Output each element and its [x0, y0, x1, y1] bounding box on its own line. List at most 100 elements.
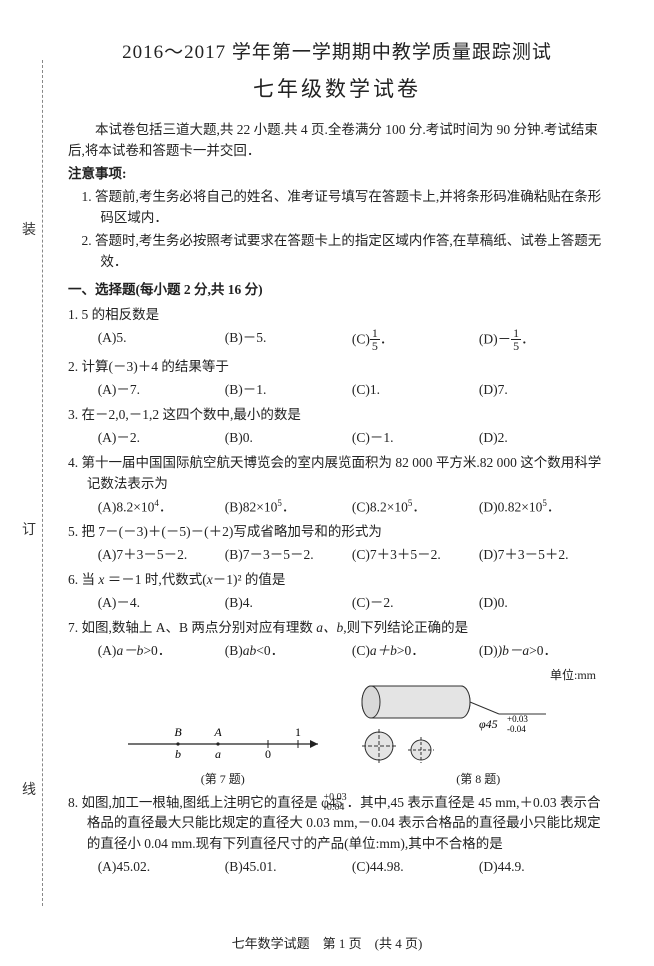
q8-options: (A)45.02. (B)45.01. (C)44.98. (D)44.9. — [68, 857, 606, 878]
notes-list: 1. 答题前,考生务必将自己的姓名、准考证号填写在答题卡上,并将条形码准确粘贴在… — [68, 187, 606, 273]
q1-options: (A)5. (B)－5. (C)15． (D)－15． — [68, 328, 606, 353]
q6-opt-d: (D)0. — [479, 593, 606, 614]
q7-opt-b: (B)ab<0． — [225, 641, 352, 662]
q5-options: (A)7＋3－5－2. (B)7－3－5－2. (C)7＋3＋5－2. (D)7… — [68, 545, 606, 566]
q8-opt-c: (C)44.98. — [352, 857, 479, 878]
q4-opt-c: (C)8.2×105． — [352, 497, 479, 518]
q7-opt-d: (D))b－a>0． — [479, 641, 606, 662]
q2-opt-d: (D)7. — [479, 380, 606, 401]
binding-char-1: 装 — [22, 220, 36, 242]
q3-options: (A)－2. (B)0. (C)－1. (D)2. — [68, 428, 606, 449]
svg-text:0: 0 — [265, 747, 271, 761]
q8-stem: 8. 如图,加工一根轴,图纸上注明它的直径是 φ45+0.03-0.04．其中,… — [68, 793, 606, 856]
q5-opt-a: (A)7＋3－5－2. — [98, 545, 225, 566]
expr: a－b — [116, 643, 143, 658]
q7-opt-a: (A)a－b>0． — [98, 641, 225, 662]
q4-options: (A)8.2×104． (B)82×105． (C)8.2×105． (D)0.… — [68, 497, 606, 518]
t: 7. 如图,数轴上 A、B 两点分别对应有理数 — [68, 620, 316, 635]
t: ． — [159, 499, 173, 514]
t: (B) — [225, 643, 243, 658]
q1-opt-a: (A)5. — [98, 328, 225, 353]
q8-opt-a: (A)45.02. — [98, 857, 225, 878]
binding-dash-line — [42, 60, 43, 906]
svg-text:-0.04: -0.04 — [507, 724, 526, 734]
note-item: 2. 答题时,考生务必按照考试要求在答题卡上的指定区域内作答,在草稿纸、试卷上答… — [68, 231, 606, 273]
q2-opt-a: (A)－7. — [98, 380, 225, 401]
notes-heading: 注意事项: — [68, 164, 606, 185]
q7-options: (A)a－b>0． (B)ab<0． (C)a＋b>0． (D))b－a>0． — [68, 641, 606, 662]
binding-margin: 装 订 线 — [14, 0, 54, 966]
q5-opt-b: (B)7－3－5－2. — [225, 545, 352, 566]
q7-stem: 7. 如图,数轴上 A、B 两点分别对应有理数 a、b,则下列结论正确的是 — [68, 618, 606, 639]
q2-opt-b: (B)－1. — [225, 380, 352, 401]
q6-opt-a: (A)－4. — [98, 593, 225, 614]
svg-text:1: 1 — [295, 725, 301, 739]
title-line-2: 七年级数学试卷 — [68, 73, 606, 106]
q3-opt-b: (B)0. — [225, 428, 352, 449]
q1d-pre: (D)－ — [479, 332, 511, 347]
t: ,则下列结论正确的是 — [343, 620, 468, 635]
section-heading: 一、选择题(每小题 2 分,共 16 分) — [68, 280, 606, 301]
exam-page: 装 订 线 2016～2017 学年第一学期期中教学质量跟踪测试 七年级数学试卷… — [0, 0, 654, 966]
q3-opt-a: (A)－2. — [98, 428, 225, 449]
expr: ab — [243, 643, 257, 658]
expr: )b－a — [498, 643, 530, 658]
fig8-unit: 单位:mm — [351, 666, 597, 685]
svg-text:b: b — [175, 747, 181, 761]
t: >0． — [397, 643, 425, 658]
t: (B)82×10 — [225, 499, 278, 514]
q8-opt-b: (B)45.01. — [225, 857, 352, 878]
q6-stem: 6. 当 x ＝－1 时,代数式(x－1)² 的值是 — [68, 570, 606, 591]
question-6: 6. 当 x ＝－1 时,代数式(x－1)² 的值是 (A)－4. (B)4. … — [68, 570, 606, 614]
t: －1)² 的值是 — [213, 572, 286, 587]
t: ＝－1 时,代数式( — [104, 572, 206, 587]
question-3: 3. 在－2,0,－1,2 这四个数中,最小的数是 (A)－2. (B)0. (… — [68, 405, 606, 449]
figure-7: B A b a 0 1 (第 7 题) — [95, 714, 351, 788]
number-line-icon: B A b a 0 1 — [118, 714, 328, 764]
t: (C) — [352, 643, 370, 658]
q1c-post: ． — [380, 332, 394, 347]
q3-opt-d: (D)2. — [479, 428, 606, 449]
q5-opt-d: (D)7＋3－5＋2. — [479, 545, 606, 566]
question-4: 4. 第十一届中国国际航空航天博览会的室内展览面积为 82 000 平方米.82… — [68, 453, 606, 518]
page-footer: 七年数学试题 第 1 页 (共 4 页) — [0, 934, 654, 954]
svg-text:a: a — [215, 747, 221, 761]
svg-text:φ45: φ45 — [479, 717, 498, 731]
t: <0． — [256, 643, 284, 658]
expr: a＋b — [370, 643, 397, 658]
q1-opt-b: (B)－5. — [225, 328, 352, 353]
q1-opt-d: (D)－15． — [479, 328, 606, 353]
q6-opt-c: (C)－2. — [352, 593, 479, 614]
t: >0． — [529, 643, 557, 658]
t: (C)8.2×10 — [352, 499, 408, 514]
shaft-diagram-icon: φ45 +0.03 -0.04 — [351, 684, 551, 764]
title-line-1: 2016～2017 学年第一学期期中教学质量跟踪测试 — [68, 38, 606, 67]
question-5: 5. 把 7－(－3)＋(－5)－(＋2)写成省略加号和的形式为 (A)7＋3－… — [68, 522, 606, 566]
t: ． — [412, 499, 426, 514]
q2-stem: 2. 计算(－3)＋4 的结果等于 — [68, 357, 606, 378]
question-7: 7. 如图,数轴上 A、B 两点分别对应有理数 a、b,则下列结论正确的是 (A… — [68, 618, 606, 662]
q5-opt-c: (C)7＋3＋5－2. — [352, 545, 479, 566]
q1c-pre: (C) — [352, 332, 370, 347]
fraction-icon: 15 — [370, 327, 380, 352]
question-2: 2. 计算(－3)＋4 的结果等于 (A)－7. (B)－1. (C)1. (D… — [68, 357, 606, 401]
t: ． — [282, 499, 296, 514]
q8-opt-d: (D)44.9. — [479, 857, 606, 878]
svg-text:B: B — [174, 725, 182, 739]
q4-opt-d: (D)0.82×105． — [479, 497, 606, 518]
t: (A) — [98, 643, 117, 658]
var-ab: a、b — [316, 620, 343, 635]
fraction-icon: 15 — [511, 327, 521, 352]
question-8: 8. 如图,加工一根轴,图纸上注明它的直径是 φ45+0.03-0.04．其中,… — [68, 793, 606, 879]
binding-char-2: 订 — [22, 520, 36, 542]
q5-stem: 5. 把 7－(－3)＋(－5)－(＋2)写成省略加号和的形式为 — [68, 522, 606, 543]
q1-stem: 1. 5 的相反数是 — [68, 305, 606, 326]
binding-char-3: 线 — [22, 780, 36, 802]
t: >0． — [143, 643, 171, 658]
q3-stem: 3. 在－2,0,－1,2 这四个数中,最小的数是 — [68, 405, 606, 426]
t: 8. 如图,加工一根轴,图纸上注明它的直径是 φ45 — [68, 795, 342, 810]
q6-opt-b: (B)4. — [225, 593, 352, 614]
q1d-post: ． — [521, 332, 535, 347]
fig8-caption: (第 8 题) — [351, 770, 607, 789]
q3-opt-c: (C)－1. — [352, 428, 479, 449]
